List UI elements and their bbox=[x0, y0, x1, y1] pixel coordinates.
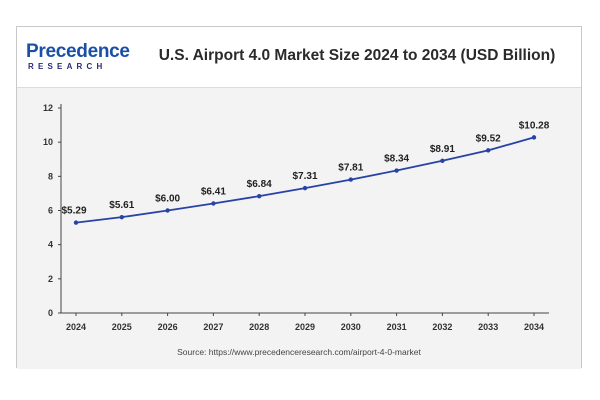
x-tick-label: 2028 bbox=[249, 322, 269, 332]
y-tick-label: 6 bbox=[48, 206, 53, 216]
data-label: $6.41 bbox=[201, 186, 226, 197]
y-tick-label: 2 bbox=[48, 274, 53, 284]
data-point bbox=[211, 201, 216, 206]
x-tick-label: 2024 bbox=[66, 322, 86, 332]
data-point bbox=[531, 135, 537, 140]
chart-card: Precedence RESEARCH U.S. Airport 4.0 Mar… bbox=[16, 26, 582, 369]
x-tick-label: 2034 bbox=[524, 322, 544, 332]
chart-title: U.S. Airport 4.0 Market Size 2024 to 203… bbox=[158, 47, 556, 64]
x-tick-label: 2025 bbox=[112, 322, 132, 332]
data-label: $10.28 bbox=[519, 120, 550, 131]
y-tick-label: 10 bbox=[43, 137, 53, 147]
x-tick-label: 2027 bbox=[203, 322, 223, 332]
data-point bbox=[394, 168, 399, 173]
data-label: $8.34 bbox=[384, 154, 409, 165]
chart-header: Precedence RESEARCH U.S. Airport 4.0 Mar… bbox=[17, 27, 581, 87]
data-label: $7.31 bbox=[292, 171, 317, 182]
logo-wordmark: Precedence bbox=[26, 41, 130, 62]
x-tick-label: 2031 bbox=[387, 322, 407, 332]
x-tick-label: 2033 bbox=[478, 322, 498, 332]
data-label: $8.91 bbox=[430, 144, 455, 155]
data-point bbox=[486, 148, 491, 153]
x-tick-label: 2026 bbox=[158, 322, 178, 332]
data-point bbox=[119, 214, 125, 220]
data-point bbox=[302, 185, 308, 191]
x-tick-label: 2030 bbox=[341, 322, 361, 332]
data-point bbox=[257, 193, 262, 199]
precedence-research-logo: Precedence RESEARCH bbox=[26, 41, 136, 73]
y-tick-label: 8 bbox=[48, 171, 53, 181]
data-point bbox=[165, 208, 170, 213]
x-tick-label: 2029 bbox=[295, 322, 315, 332]
data-label: $9.52 bbox=[476, 133, 501, 144]
data-label: $6.84 bbox=[247, 179, 272, 190]
x-tick-label: 2032 bbox=[432, 322, 452, 332]
y-tick-label: 0 bbox=[48, 308, 53, 318]
data-point bbox=[73, 220, 79, 225]
data-label: $5.61 bbox=[109, 200, 134, 211]
data-point bbox=[440, 158, 445, 163]
source-note: Source: https://www.precedenceresearch.c… bbox=[177, 347, 421, 357]
data-label: $6.00 bbox=[155, 194, 180, 205]
logo-subtitle: RESEARCH bbox=[28, 62, 107, 71]
data-point bbox=[348, 177, 353, 182]
line-chart: 0 2 4 6 8 10 12 2024 2025 2026 2027 2028 2029 2030 203… bbox=[43, 103, 550, 332]
y-tick-label: 12 bbox=[43, 103, 53, 113]
plot-panel: 0 2 4 6 8 10 12 2024 2025 2026 2027 2028 2029 2030 203… bbox=[17, 87, 581, 369]
y-tick-label: 4 bbox=[48, 240, 53, 250]
data-label: $5.29 bbox=[61, 206, 86, 217]
data-label: $7.81 bbox=[338, 163, 363, 174]
